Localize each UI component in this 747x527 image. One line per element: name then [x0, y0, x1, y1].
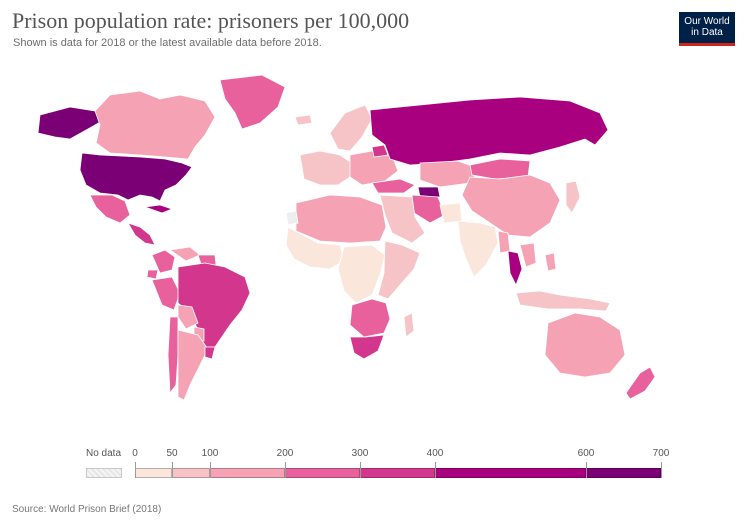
map-region-bolivia[interactable]	[177, 304, 199, 330]
map-region-japan[interactable]	[565, 180, 581, 214]
map-region-india[interactable]	[457, 220, 499, 278]
legend-bin[interactable]	[360, 468, 435, 478]
map-region-uruguay[interactable]	[204, 346, 216, 360]
map-region-philippines[interactable]	[544, 252, 557, 272]
map-region-united-states[interactable]	[79, 152, 193, 202]
legend-bin[interactable]	[586, 468, 661, 478]
map-region-iran[interactable]	[411, 194, 446, 224]
map-region-western-sahara[interactable]	[285, 210, 299, 226]
legend-bin[interactable]	[135, 468, 172, 478]
legend-tick	[135, 462, 136, 478]
map-region-southeast-asia[interactable]	[519, 242, 537, 268]
chart-title: Prison population rate: prisoners per 10…	[12, 8, 410, 33]
map-region-peru[interactable]	[151, 276, 181, 311]
map-region-east-africa[interactable]	[377, 240, 421, 300]
legend-tick-label: 50	[166, 448, 178, 459]
logo-line-1: Our World	[684, 16, 730, 27]
legend-tick	[172, 462, 173, 478]
map-region-indonesia[interactable]	[515, 290, 611, 312]
source-note[interactable]: Source: World Prison Brief (2018)	[12, 504, 162, 515]
map-region-iceland[interactable]	[294, 114, 313, 126]
legend-no-data-label: No data	[86, 448, 122, 459]
legend-tick-label: 0	[132, 448, 138, 459]
color-legend: No data 0 50 100 200 300 400 600 700	[0, 440, 747, 485]
map-region-chile[interactable]	[167, 316, 179, 395]
map-region-cuba[interactable]	[144, 204, 174, 214]
legend-bin[interactable]	[285, 468, 360, 478]
map-region-australia[interactable]	[544, 312, 626, 378]
logo-line-2: in Data	[691, 27, 723, 38]
legend-tick-label: 700	[652, 448, 670, 459]
owid-logo[interactable]: Our World in Data	[679, 12, 735, 46]
map-region-china[interactable]	[461, 174, 561, 238]
legend-tick	[285, 462, 286, 478]
map-region-belarus[interactable]	[371, 144, 389, 158]
legend-tick-label: 400	[426, 448, 444, 459]
world-map	[37, 74, 656, 401]
map-region-turkey[interactable]	[371, 178, 416, 194]
legend-tick	[360, 462, 361, 478]
map-region-russia[interactable]	[369, 96, 609, 166]
legend-tick	[210, 462, 211, 478]
map-region-west-africa[interactable]	[285, 226, 345, 270]
legend-tick	[661, 462, 662, 478]
map-region-scandinavia[interactable]	[329, 104, 373, 152]
map-region-argentina[interactable]	[177, 329, 209, 401]
map-region-alaska[interactable]	[37, 106, 103, 140]
legend-tick	[435, 462, 436, 478]
legend-no-data-swatch[interactable]	[86, 468, 122, 478]
map-region-pakistan[interactable]	[439, 202, 463, 224]
map-region-colombia[interactable]	[151, 249, 176, 274]
map-region-western-europe[interactable]	[299, 150, 353, 186]
legend-tick	[586, 462, 587, 478]
map-region-north-africa[interactable]	[295, 194, 387, 244]
map-region-new-zealand[interactable]	[625, 366, 656, 400]
map-region-greenland[interactable]	[219, 74, 286, 130]
map-region-central-america[interactable]	[127, 222, 156, 246]
legend-tick-label: 100	[201, 448, 219, 459]
map-region-central-africa[interactable]	[337, 244, 386, 304]
legend-bin[interactable]	[172, 468, 210, 478]
legend-tick-label: 200	[276, 448, 294, 459]
map-region-south-africa[interactable]	[349, 334, 385, 360]
chart-subtitle: Shown is data for 2018 or the latest ava…	[13, 37, 322, 49]
map-region-mexico[interactable]	[89, 194, 131, 224]
map-region-southern-africa[interactable]	[349, 298, 391, 338]
map-region-madagascar[interactable]	[403, 312, 415, 338]
map-region-myanmar[interactable]	[497, 230, 511, 254]
map-region-thailand[interactable]	[507, 250, 523, 286]
legend-tick-label: 600	[577, 448, 595, 459]
map-region-canada[interactable]	[94, 90, 216, 160]
map-region-middle-east[interactable]	[379, 194, 426, 244]
legend-bin[interactable]	[210, 468, 285, 478]
map-region-ecuador[interactable]	[146, 269, 159, 280]
legend-tick-label: 300	[351, 448, 369, 459]
map-region-turkmenistan[interactable]	[417, 186, 441, 198]
legend-bin[interactable]	[435, 468, 586, 478]
